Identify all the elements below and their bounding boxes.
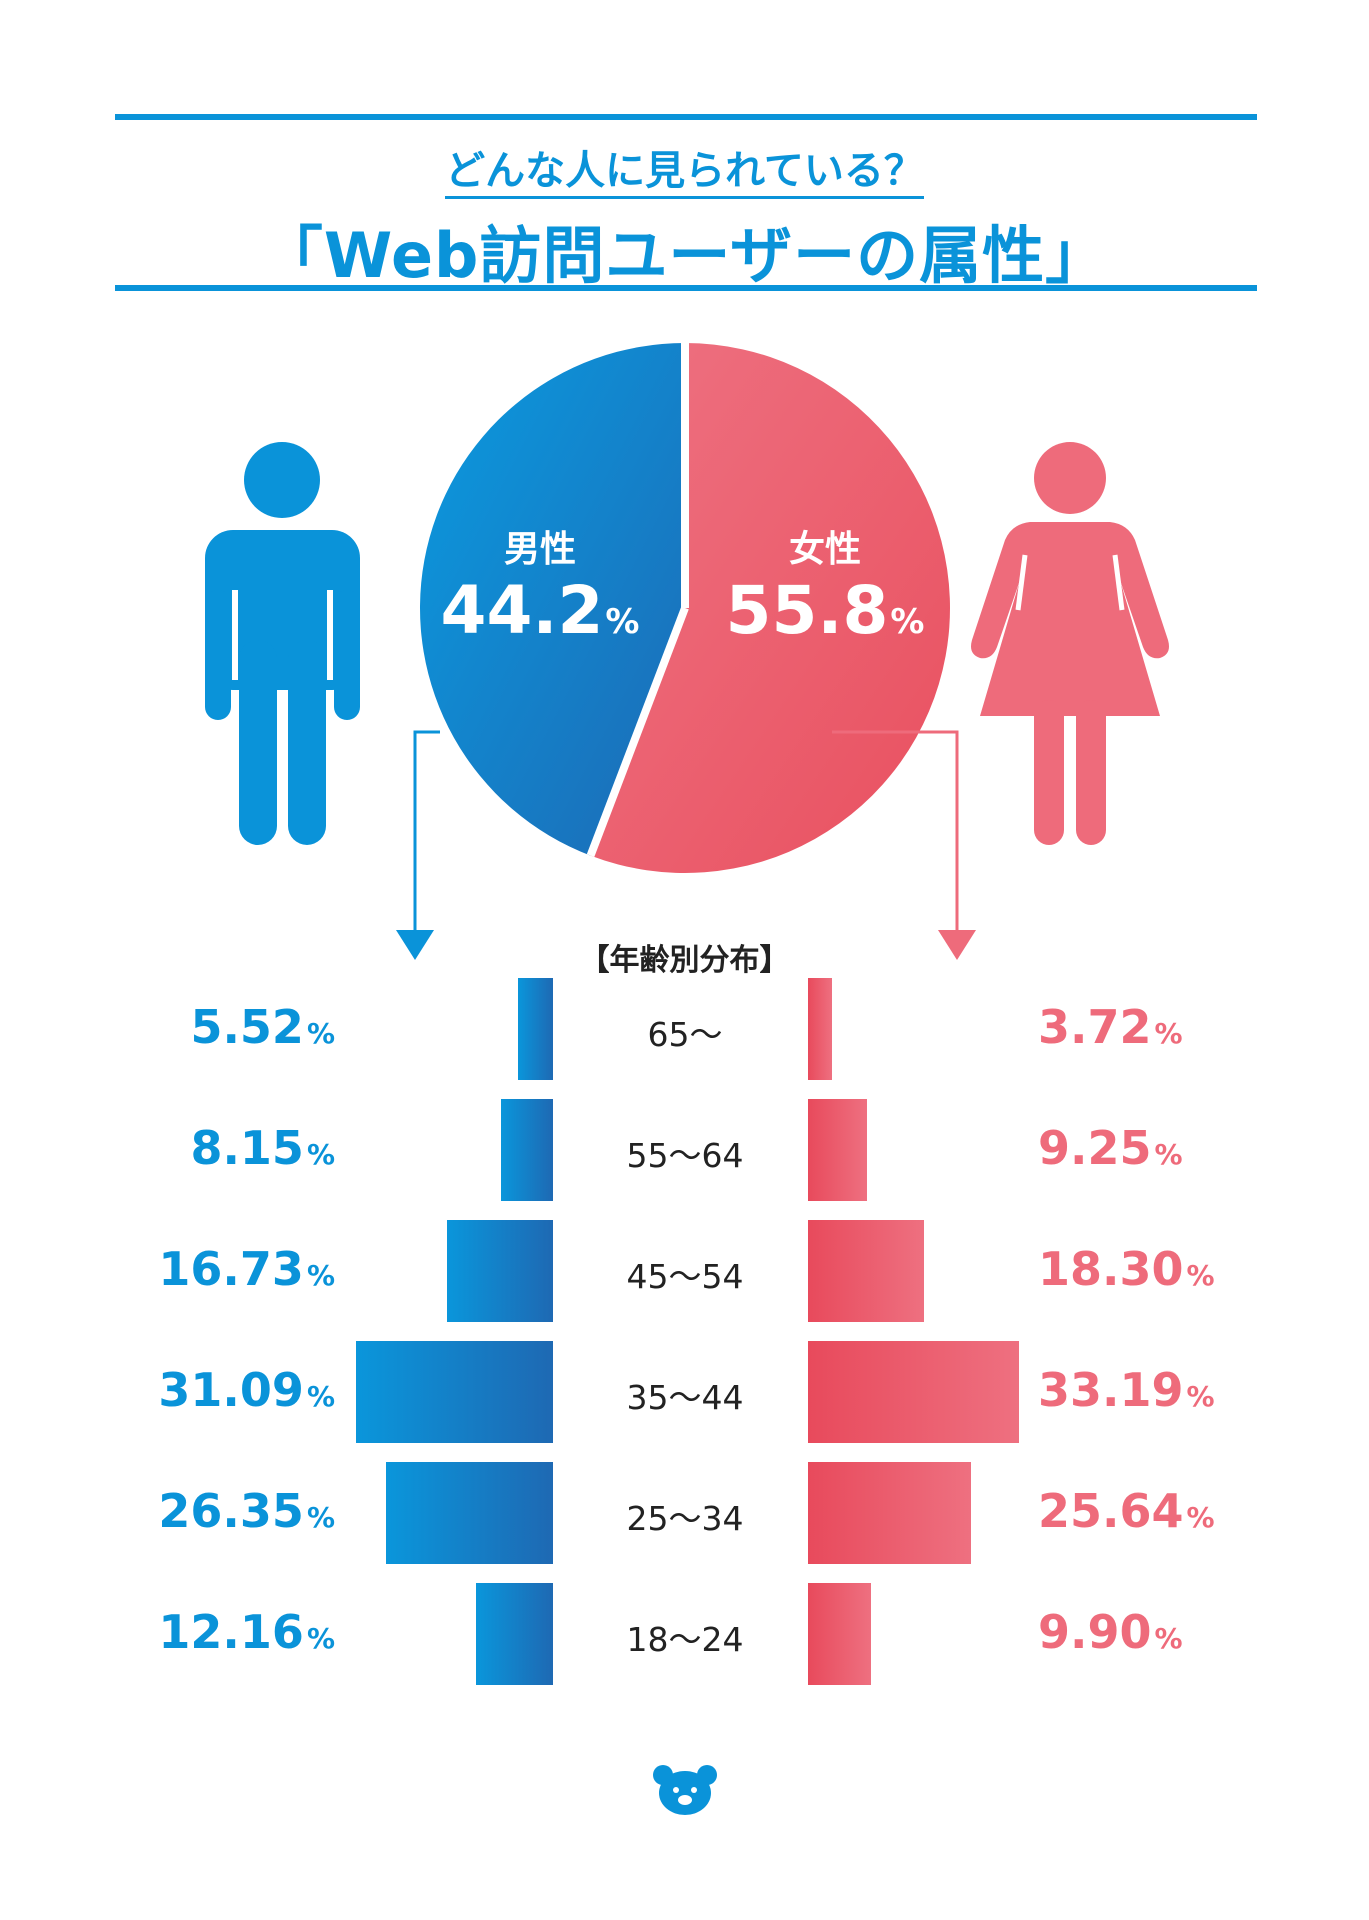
female-arrow bbox=[832, 730, 959, 935]
male-bar-4 bbox=[385, 1462, 553, 1564]
female-bar-3 bbox=[808, 1341, 1019, 1443]
page-title: 「Web訪問ユーザーの属性」 bbox=[260, 219, 1109, 292]
female-percent-label-4: 25.64% bbox=[1038, 1484, 1215, 1538]
bear-logo-icon bbox=[653, 1765, 717, 1815]
male-bar-2 bbox=[446, 1220, 553, 1322]
female-percent-label-0: 3.72% bbox=[1038, 1000, 1183, 1054]
male-figure-icon bbox=[205, 442, 360, 845]
female-bar-5 bbox=[808, 1583, 871, 1685]
page-subtitle: どんな人に見られている？ bbox=[0, 138, 1369, 199]
male-percent-label-2: 16.73% bbox=[158, 1242, 335, 1296]
male-bar-0 bbox=[517, 978, 553, 1080]
age-label-1: 55〜64 bbox=[626, 1136, 744, 1175]
male-percent-label-3: 31.09% bbox=[158, 1363, 335, 1417]
male-label: 男性 bbox=[503, 529, 576, 570]
female-percent-label-5: 9.90% bbox=[1038, 1605, 1183, 1659]
male-arrow-head bbox=[396, 930, 434, 960]
female-figure-icon bbox=[971, 442, 1169, 845]
female-bar-0 bbox=[808, 978, 832, 1080]
bottom-divider bbox=[115, 285, 1257, 291]
female-bar-2 bbox=[808, 1220, 925, 1322]
female-label: 女性 bbox=[788, 529, 861, 570]
male-percent: 44.2% bbox=[440, 572, 640, 649]
female-arrow-head bbox=[938, 930, 976, 960]
pie-slice-male bbox=[419, 343, 685, 856]
female-percent-label-2: 18.30% bbox=[1038, 1242, 1215, 1296]
pie-slice-female bbox=[590, 343, 950, 873]
age-label-5: 18〜24 bbox=[626, 1620, 744, 1659]
age-label-0: 65〜 bbox=[647, 1015, 723, 1054]
male-percent-label-4: 26.35% bbox=[158, 1484, 335, 1538]
age-label-2: 45〜54 bbox=[626, 1257, 744, 1296]
female-pie-label: 女性 55.8% bbox=[715, 520, 935, 649]
male-arrow bbox=[413, 730, 440, 935]
top-divider bbox=[115, 114, 1257, 120]
age-distribution-heading: 【年齢別分布】 bbox=[579, 943, 790, 978]
male-bar-3 bbox=[355, 1341, 553, 1443]
male-percent-label-0: 5.52% bbox=[190, 1000, 335, 1054]
female-bar-1 bbox=[808, 1099, 867, 1201]
male-pie-label: 男性 44.2% bbox=[430, 520, 650, 649]
male-bar-1 bbox=[501, 1099, 553, 1201]
male-percent-label-1: 8.15% bbox=[190, 1121, 335, 1175]
male-percent-label-5: 12.16% bbox=[158, 1605, 335, 1659]
female-percent: 55.8% bbox=[725, 572, 925, 649]
age-label-4: 25〜34 bbox=[626, 1499, 744, 1538]
age-label-3: 35〜44 bbox=[626, 1378, 744, 1417]
female-percent-label-3: 33.19% bbox=[1038, 1363, 1215, 1417]
female-percent-label-1: 9.25% bbox=[1038, 1121, 1183, 1175]
male-bar-5 bbox=[475, 1583, 553, 1685]
female-bar-4 bbox=[808, 1462, 971, 1564]
